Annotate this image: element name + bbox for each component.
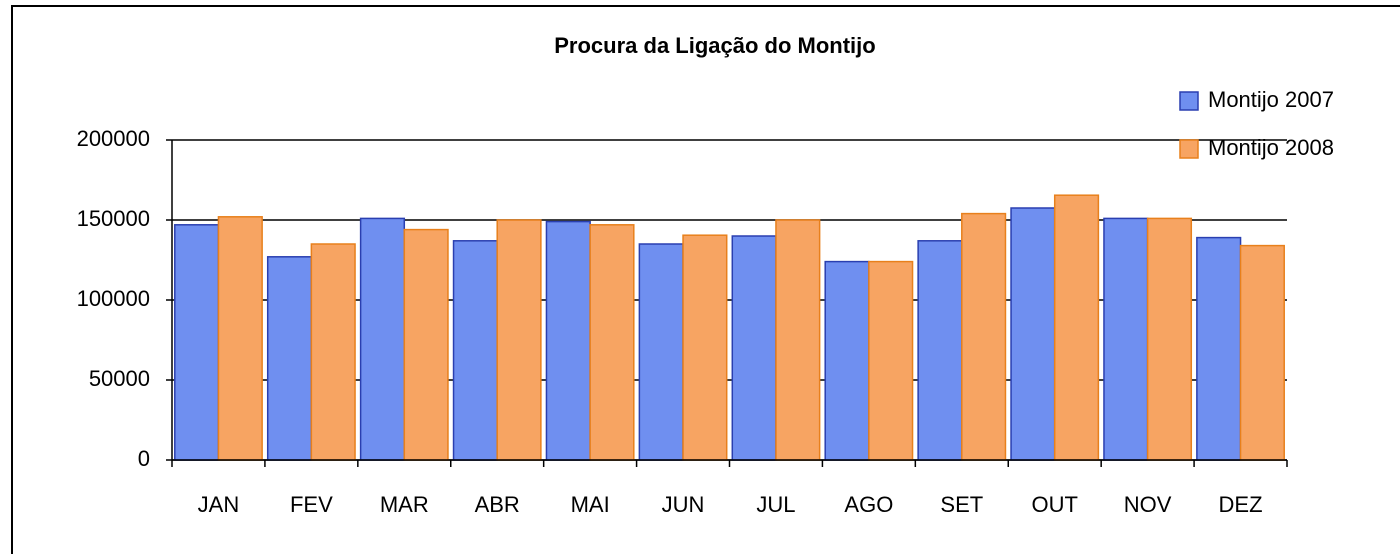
bar — [824, 260, 870, 461]
y-tick-label: 0 — [138, 446, 150, 471]
x-tick-label: FEV — [290, 492, 333, 517]
x-tick-label: SET — [940, 492, 983, 517]
legend-label: Montijo 2007 — [1208, 87, 1334, 112]
bar — [217, 216, 263, 461]
bar — [1239, 244, 1285, 461]
x-tick-label: JUL — [756, 492, 795, 517]
bar — [1103, 217, 1149, 461]
x-tick-label: ABR — [475, 492, 520, 517]
bar — [545, 220, 591, 461]
x-tick-label: DEZ — [1219, 492, 1263, 517]
x-tick-label: NOV — [1124, 492, 1172, 517]
bar — [310, 243, 356, 461]
bar — [359, 217, 406, 461]
y-tick-label: 100000 — [77, 286, 150, 311]
bar — [1010, 207, 1056, 461]
bar — [266, 256, 313, 461]
legend-swatch — [1179, 139, 1199, 159]
bar — [1053, 194, 1100, 461]
x-tick-label: OUT — [1031, 492, 1077, 517]
x-tick-label: MAI — [571, 492, 610, 517]
y-tick-label: 50000 — [89, 366, 150, 391]
bar — [174, 224, 220, 461]
x-tick-label: MAR — [380, 492, 429, 517]
bar — [403, 228, 449, 461]
bar — [589, 224, 635, 461]
bar — [1146, 217, 1193, 461]
bar — [496, 219, 542, 461]
bar — [961, 212, 1007, 461]
bar — [868, 260, 914, 461]
y-tick-label: 150000 — [77, 206, 150, 231]
legend-label: Montijo 2008 — [1208, 135, 1334, 160]
bar — [917, 240, 963, 461]
bar — [638, 243, 684, 461]
x-tick-label: JUN — [662, 492, 705, 517]
chart-title: Procura da Ligação do Montijo — [554, 33, 875, 58]
bar — [775, 219, 821, 461]
bar — [682, 234, 728, 461]
x-tick-label: JAN — [198, 492, 240, 517]
bar — [452, 240, 498, 461]
x-tick-label: AGO — [844, 492, 893, 517]
y-tick-label: 200000 — [77, 126, 150, 151]
bar — [731, 235, 777, 461]
legend-swatch — [1179, 91, 1199, 111]
bar — [1196, 236, 1242, 461]
